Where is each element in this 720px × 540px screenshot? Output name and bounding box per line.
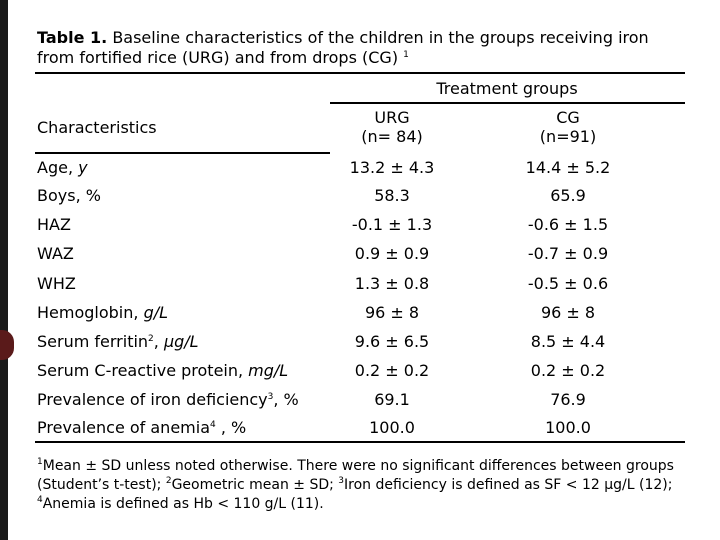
text-part: Geometric mean ± SD; [171, 477, 339, 493]
text-part: 1 [37, 457, 43, 467]
cell: 0.2 ± 0.2 [354, 361, 430, 380]
row-label: WAZ [37, 244, 74, 264]
cell: 0.9 ± 0.9 [354, 244, 430, 263]
text-part: mg/L [248, 361, 289, 380]
row-label: HAZ [37, 215, 71, 235]
text-part: y [78, 158, 88, 177]
rule [35, 72, 685, 74]
cell: 69.1 [374, 390, 410, 409]
text-part: 4 [37, 495, 43, 505]
cell: -0.5 ± 0.6 [527, 274, 609, 293]
cell: 96 ± 8 [540, 303, 596, 322]
text-part: , % [215, 418, 247, 437]
text-part: HAZ [37, 215, 71, 234]
row-label: WHZ [37, 274, 76, 294]
cell: 14.4 ± 5.2 [525, 158, 611, 177]
cell: 76.9 [550, 390, 586, 409]
text-part: μg/L [163, 332, 199, 351]
caption-text: Baseline characteristics of the children… [37, 28, 649, 67]
cell: 100.0 [545, 418, 591, 437]
text-part: 2 [148, 334, 154, 344]
cell: 96 ± 8 [364, 303, 420, 322]
row-label: Hemoglobin, g/L [37, 303, 168, 323]
caption-label: Table 1. [37, 28, 108, 47]
text-part: Iron deficiency is defined as SF < 12 μg… [344, 477, 673, 493]
cell: -0.7 ± 0.9 [527, 244, 609, 263]
text-part: Mean ± SD unless noted otherwise. There … [37, 458, 674, 493]
cell: 58.3 [374, 186, 410, 205]
text-part: 3 [338, 476, 345, 486]
footnote: 1Mean ± SD unless noted otherwise. There… [37, 457, 687, 514]
slide-decoration [0, 330, 14, 360]
column-header: Characteristics [37, 118, 157, 137]
row-label: Serum C-reactive protein, mg/L [37, 361, 288, 381]
column-header: (n= 84) [361, 127, 423, 146]
text-part: , % [273, 390, 299, 409]
column-header: CG [556, 108, 580, 127]
rule [35, 152, 330, 154]
caption-note: 1 [403, 50, 409, 60]
cell: 1.3 ± 0.8 [354, 274, 430, 293]
text-part: Serum ferritin [37, 332, 149, 351]
cell: 65.9 [550, 186, 586, 205]
cell: 13.2 ± 4.3 [349, 158, 435, 177]
text-part: Serum C-reactive protein, [37, 361, 249, 380]
text-part: g/L [143, 303, 169, 322]
text-part: Age, [37, 158, 79, 177]
text-part: Prevalence of anemia [37, 418, 210, 437]
table-caption: Table 1. Baseline characteristics of the… [37, 28, 677, 68]
row-label: Age, y [37, 158, 88, 178]
text-part: Boys, % [37, 186, 101, 205]
text-part: , [153, 332, 164, 351]
text-part: 4 [210, 420, 216, 430]
cell: 9.6 ± 6.5 [354, 332, 430, 351]
rule [35, 441, 685, 443]
row-label: Boys, % [37, 186, 101, 206]
rule [330, 102, 685, 104]
row-label: Serum ferritin2, μg/L [37, 332, 199, 352]
text-part: 3 [267, 392, 274, 402]
group-header: Treatment groups [436, 79, 578, 98]
cell: 8.5 ± 4.4 [530, 332, 606, 351]
text-part: WHZ [37, 274, 76, 293]
cell: 100.0 [369, 418, 415, 437]
row-label: Prevalence of iron deficiency3, % [37, 390, 299, 410]
cell: -0.1 ± 1.3 [351, 215, 433, 234]
cell: -0.6 ± 1.5 [527, 215, 609, 234]
slide-edge [0, 0, 8, 540]
text-part: Prevalence of iron deficiency [37, 390, 268, 409]
column-header: (n=91) [539, 127, 597, 146]
text-part: WAZ [37, 244, 74, 263]
row-label: Prevalence of anemia4 , % [37, 418, 246, 438]
text-part: Hemoglobin, [37, 303, 144, 322]
text-part: Anemia is defined as Hb < 110 g/L (11). [42, 496, 324, 512]
cell: 0.2 ± 0.2 [530, 361, 606, 380]
column-header: URG [374, 108, 410, 127]
text-part: 2 [165, 476, 172, 486]
